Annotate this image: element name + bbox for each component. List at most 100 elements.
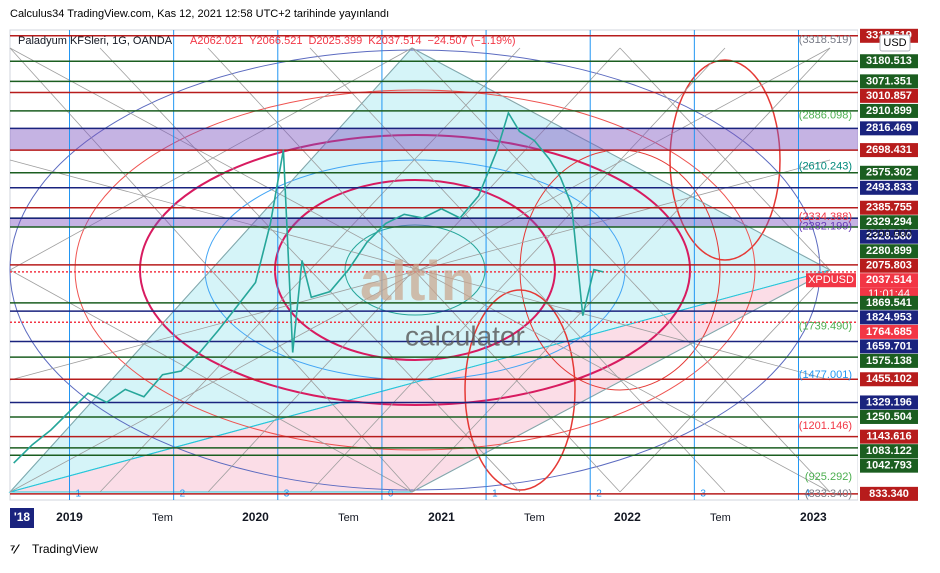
price-label: 1824.953 — [866, 311, 912, 323]
price-label-bg — [860, 180, 918, 195]
symbol: XPDUSD — [808, 274, 854, 286]
gann-ellipse — [344, 224, 486, 316]
price-label: 2280.899 — [866, 245, 912, 257]
price-label-bg — [860, 444, 918, 459]
price-label-bg — [860, 273, 918, 288]
price-label-bg — [860, 215, 918, 230]
price-label: 1329.196 — [866, 396, 912, 408]
x-tick-label: 2023 — [800, 510, 827, 524]
gann-ellipse — [464, 289, 576, 491]
y-tick-label: 2200.000 — [866, 228, 912, 240]
price-label-bg — [860, 165, 918, 180]
x-tick-label: Tem — [710, 512, 731, 524]
price-label-bg — [860, 310, 918, 325]
x-tick-label: Tem — [152, 512, 173, 524]
price-label: 2075.803 — [866, 260, 912, 272]
usd-badge: USD — [879, 34, 911, 52]
x-tick-label: 2021 — [428, 510, 455, 524]
price-label-bg — [860, 54, 918, 69]
price-label: 2385.755 — [866, 202, 912, 214]
price-label: 833.340 — [869, 488, 909, 500]
fib-label: (1201.146) — [799, 420, 852, 432]
price-label: 1659.701 — [866, 340, 912, 352]
price-label-bg — [860, 88, 918, 103]
gann-ellipse — [274, 179, 556, 361]
price-label: 1764.685 — [866, 326, 912, 338]
price-label: 2698.431 — [866, 144, 912, 156]
price-label-bg — [860, 395, 918, 410]
price-label-bg — [860, 258, 918, 273]
ohlc-value: −24.507 (−1.19%) — [427, 35, 515, 47]
watermark: altin — [360, 249, 475, 312]
currency: USD — [883, 37, 906, 49]
price-label-bg — [860, 324, 918, 339]
price-label-bg — [860, 103, 918, 118]
fib-label: (925.292) — [805, 471, 852, 483]
x-tick-label: Tem — [338, 512, 359, 524]
price-label: 2493.833 — [866, 182, 912, 194]
header: Calculus34 TradingView.com, Kas 12, 2021… — [10, 8, 389, 20]
price-label: 3010.857 — [866, 90, 912, 102]
fib-label: (833.340) — [805, 488, 852, 500]
price-label-bg — [860, 429, 918, 444]
price-label: 1250.504 — [866, 411, 913, 423]
ohlc-value: D2025.399 — [308, 35, 362, 47]
fib-label: (2282.199) — [799, 221, 852, 233]
price-label-bg — [860, 229, 918, 244]
ohlc-value: K2037.514 — [368, 35, 421, 47]
gann-ellipse — [139, 134, 691, 406]
level-band — [10, 128, 858, 151]
price-label-bg — [860, 458, 918, 473]
price-label-bg — [860, 244, 918, 259]
x-tick-label: 2022 — [614, 510, 641, 524]
price-label: 2329.294 — [866, 216, 913, 228]
price-label: 3180.513 — [866, 55, 912, 67]
price-label-bg — [860, 295, 918, 310]
level-band — [10, 218, 858, 228]
x-tick-label: 2020 — [242, 510, 269, 524]
fib-label: (2334.388) — [799, 211, 852, 223]
footer: TradingView — [32, 542, 98, 556]
price-label: 1575.138 — [866, 355, 912, 367]
fib-label: (3318.519) — [799, 34, 852, 46]
price-line — [13, 110, 604, 464]
symbol-bg — [806, 273, 856, 288]
price-label-bg — [860, 353, 918, 368]
gann-ellipse — [74, 89, 756, 451]
ohlc-value: Y2066.521 — [249, 35, 302, 47]
price-label: 1042.793 — [866, 460, 912, 472]
x-tick-label: 2019 — [56, 510, 83, 524]
price-label: 2037.514 — [866, 274, 913, 286]
x-tick-label: '18 — [14, 510, 31, 524]
fib-label: (2886.098) — [799, 109, 852, 121]
x-tick-label: Tem — [524, 512, 545, 524]
gann-fan — [9, 47, 831, 493]
price-label: 1869.541 — [866, 297, 912, 309]
x-tick-badge — [10, 508, 34, 528]
price-label-bg — [860, 143, 918, 158]
price-label-bg — [860, 372, 918, 387]
price-label-bg — [860, 200, 918, 215]
price-label: 1455.102 — [866, 373, 912, 385]
fib-label: (2610.243) — [799, 160, 852, 172]
gann-ellipse — [669, 59, 781, 261]
price-label: 3071.351 — [866, 75, 912, 87]
chart-title: Paladyum KFSleri, 1G, OANDA — [18, 35, 173, 47]
fib-label: (1739.490) — [799, 321, 852, 333]
data-layer: 12301234(3318.519)(2886.098)(2610.243)(2… — [10, 26, 920, 528]
price-label-bg — [860, 74, 918, 89]
ohlc-value: A2062.021 — [190, 35, 243, 47]
watermark: calculator — [405, 320, 525, 351]
price-label-bg — [860, 339, 918, 354]
price-label: 2816.469 — [866, 122, 912, 134]
logo-mark: ⁷⁄ — [10, 541, 20, 556]
price-label: 2328.580 — [866, 231, 912, 243]
tv-logo: ⁷⁄ TradingView — [10, 541, 98, 556]
fib-label: (1477.001) — [799, 369, 852, 381]
price-label: 1143.616 — [866, 431, 911, 443]
price-label-bg — [860, 409, 918, 424]
price-label: 2575.302 — [866, 167, 912, 179]
price-label: 1083.122 — [866, 445, 912, 457]
price-label: 2910.899 — [866, 105, 912, 117]
